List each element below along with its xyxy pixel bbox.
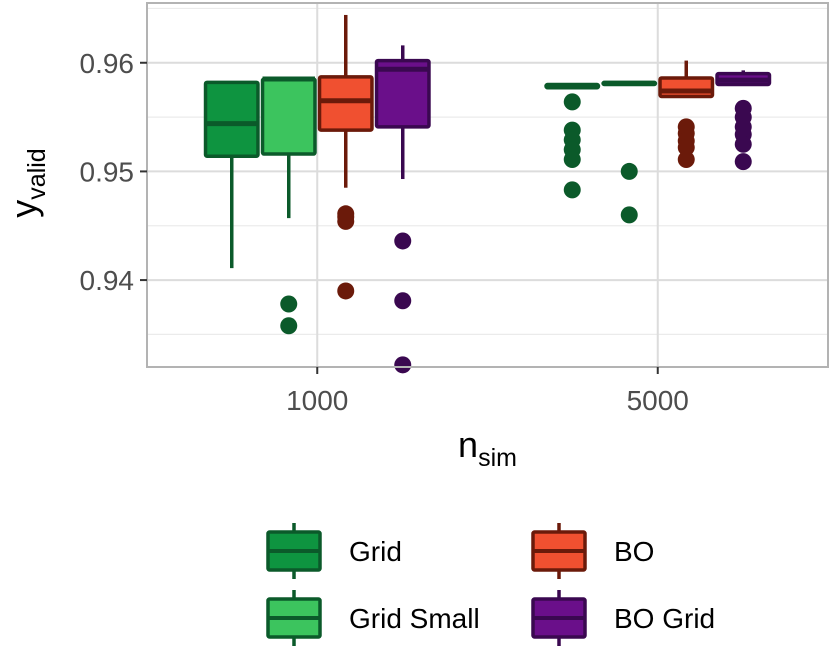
x-axis: 1000 5000: [286, 367, 689, 416]
legend-item-grid: Grid: [266, 523, 402, 579]
y-axis-title: yvalid: [3, 148, 51, 217]
outlier-point: [620, 206, 638, 224]
box-body: [260, 77, 317, 156]
box-grid-1000: [203, 80, 260, 269]
outlier-point: [280, 295, 298, 313]
box-body: [374, 58, 431, 129]
box-body: [203, 80, 260, 158]
outlier-point: [337, 212, 355, 230]
box-bo-grid-1000: [374, 45, 431, 374]
outlier-point: [337, 282, 355, 300]
legend-label: BO: [614, 536, 654, 567]
box-body: [658, 76, 715, 99]
grid-layer: [147, 3, 828, 367]
outlier-point: [394, 232, 412, 250]
outlier-point: [563, 181, 581, 199]
x-tick-label: 5000: [627, 385, 689, 416]
legend-item-bo-grid: BO Grid: [531, 590, 715, 646]
outlier-point: [734, 153, 752, 171]
y-axis-title-main: y: [3, 200, 44, 218]
box-grid-small-5000: [601, 80, 658, 224]
box-bo-grid-5000: [715, 70, 772, 171]
y-tick-label: 0.95: [80, 156, 135, 187]
legend-item-grid-small: Grid Small: [266, 590, 480, 646]
legend-label: BO Grid: [614, 603, 715, 634]
x-axis-title-sub: sim: [478, 444, 517, 472]
box-grid-5000: [544, 82, 601, 199]
outlier-point: [677, 139, 695, 157]
legend: Grid Grid Small BO BO Grid: [266, 523, 715, 646]
y-axis-title-sub: valid: [23, 148, 51, 199]
outlier-point: [394, 292, 412, 310]
outlier-point: [394, 356, 412, 374]
box-layer: [203, 14, 772, 374]
legend-label: Grid: [349, 536, 402, 567]
outlier-point: [563, 150, 581, 168]
outlier-point: [677, 150, 695, 168]
box-bo-1000: [317, 14, 374, 300]
x-axis-title: nsim: [458, 424, 517, 472]
x-axis-title-main: n: [458, 424, 478, 465]
box-body: [317, 75, 374, 132]
outlier-point: [280, 317, 298, 335]
box-grid-small-1000: [260, 76, 317, 335]
outlier-point: [734, 135, 752, 153]
panel-border: [146, 2, 829, 368]
box-bo-5000: [658, 60, 715, 168]
y-axis: 0.94 0.95 0.96: [80, 48, 147, 296]
x-tick-label: 1000: [286, 385, 348, 416]
outlier-point: [620, 162, 638, 180]
y-tick-label: 0.94: [80, 265, 135, 296]
legend-label: Grid Small: [349, 603, 480, 634]
outlier-point: [563, 93, 581, 111]
legend-item-bo: BO: [531, 523, 654, 579]
y-tick-label: 0.96: [80, 48, 135, 79]
